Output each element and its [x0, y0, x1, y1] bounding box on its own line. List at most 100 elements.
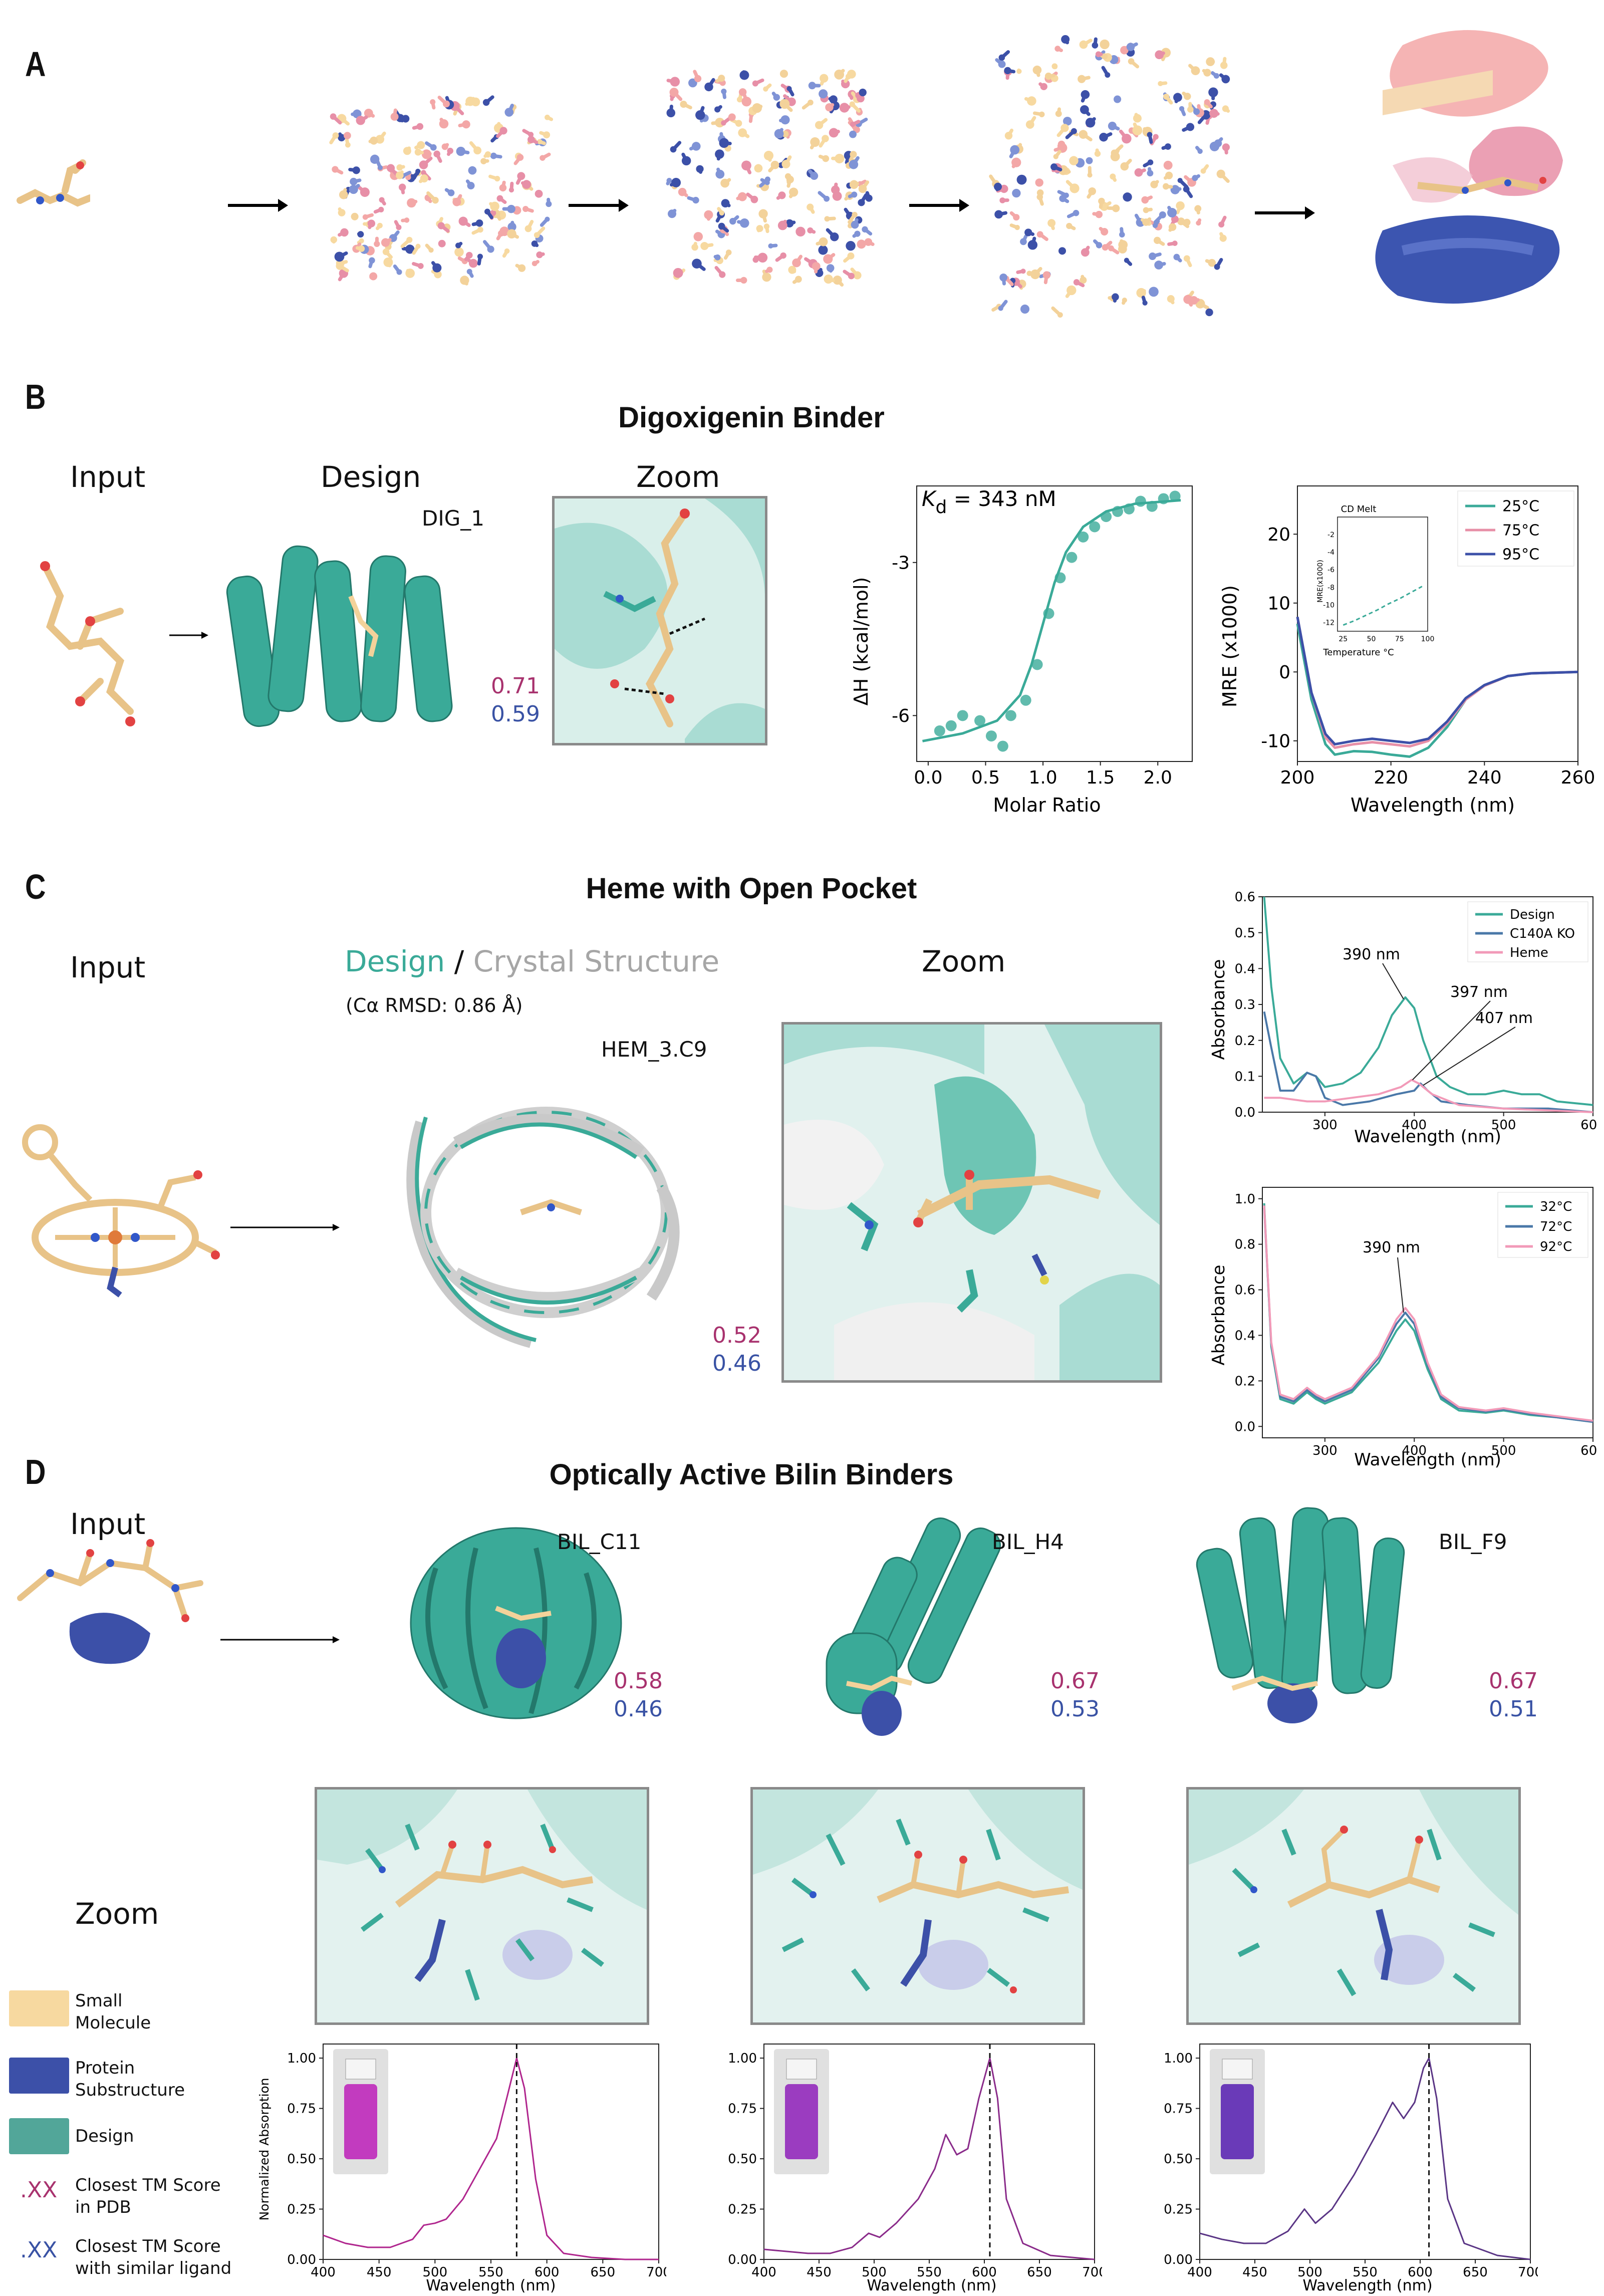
residue-fragment [849, 101, 861, 113]
y-tick-label: 0.0 [1235, 1105, 1255, 1120]
residue-fragment [687, 196, 699, 204]
residue-fragment [1053, 150, 1061, 159]
legend-swatch-design [9, 2118, 69, 2154]
residue-fragment [1066, 209, 1080, 218]
residue-fragment [1087, 187, 1097, 199]
panel-b-title: Digoxigenin Binder [618, 401, 885, 434]
inset-x-tick-label: 100 [1421, 635, 1435, 643]
residue-fragment [1030, 267, 1042, 280]
x-tick-label: 300 [1312, 1118, 1338, 1133]
residue-fragment [414, 148, 424, 156]
x-tick-label: 2.0 [1144, 768, 1172, 788]
bil-c11-design-structure [410, 1527, 622, 1719]
residue-fragment [1085, 117, 1096, 128]
inset-y-tick-label: -10 [1323, 601, 1334, 609]
input-label-d: Input [70, 1507, 146, 1541]
residue-fragment [818, 191, 830, 202]
legend-marker-pdb: .XX [20, 2177, 58, 2203]
legend-label-ligand: Closest TM Score with similar ligand [75, 2236, 232, 2278]
residue-fragment [355, 245, 365, 252]
legend-label-protein-substructure: Protein Substructure [75, 2058, 185, 2100]
residue-fragment [1202, 69, 1211, 77]
residue-fragment [504, 103, 514, 117]
residue-fragment [669, 88, 683, 101]
residue-fragment [368, 257, 375, 269]
panel-label-c: C [25, 867, 46, 906]
residue-fragment [1086, 157, 1093, 164]
residue-fragment [1222, 105, 1230, 113]
residue-fragment [502, 248, 510, 258]
tm-scores-f9: 0.67 0.51 [1489, 1667, 1538, 1723]
x-tick-label: 700 [1518, 2265, 1538, 2280]
residue-fragment [1020, 304, 1030, 314]
x-tick-label: 600 [1580, 1443, 1598, 1458]
cd-inset-ylabel: MRE(x1000) [1316, 560, 1324, 603]
residue-fragment [357, 238, 364, 244]
x-tick-label: 400 [1402, 1443, 1427, 1458]
residue-fragment [1147, 167, 1154, 177]
residue-fragment [1208, 87, 1218, 101]
residue-fragment [1073, 279, 1085, 288]
x-tick-label: 1.0 [1028, 768, 1057, 788]
residue-fragment [455, 241, 463, 248]
residue-fragment [356, 115, 368, 125]
tm-scores-c: 0.52 0.46 [712, 1322, 761, 1378]
residue-fragment [357, 185, 370, 197]
residue-fragment [1112, 293, 1119, 303]
residue-fragment [765, 267, 773, 273]
residue-fragment [994, 182, 1002, 191]
residue-fragment [531, 240, 539, 247]
residue-fragment [1183, 255, 1192, 268]
residue-fragment [998, 50, 1010, 61]
residue-fragment [857, 239, 866, 249]
residue-fragment [1065, 180, 1080, 193]
residue-fragment [446, 147, 454, 156]
residue-fragment [696, 165, 704, 174]
residue-fragment [1205, 259, 1216, 267]
x-tick-label: 450 [1242, 2265, 1267, 2280]
residue-fragment [364, 108, 375, 118]
residue-fragment [1182, 123, 1195, 132]
residue-fragment [1055, 107, 1062, 117]
residue-fragment [736, 192, 747, 201]
residue-fragment [1196, 218, 1202, 226]
residue-fragment [390, 108, 399, 121]
residue-fragment [1102, 240, 1113, 251]
residue-fragment [1163, 171, 1173, 180]
residue-fragment [379, 197, 386, 206]
residue-fragment [714, 266, 726, 278]
residue-fragment [480, 158, 489, 164]
residue-fragment [1219, 73, 1230, 84]
residue-fragment [1133, 113, 1142, 123]
input-label-c: Input [70, 950, 146, 984]
zoom-box-b [552, 496, 767, 745]
bil-f9-design-structure [1196, 1507, 1405, 1723]
residue-fragment [774, 128, 784, 139]
residue-fragment [792, 254, 803, 268]
residue-fragment [864, 238, 875, 246]
residue-fragment [808, 82, 821, 90]
residue-fragment [785, 219, 796, 227]
y-tick-label: 0.6 [1235, 892, 1255, 905]
y-tick-label: 20 [1267, 525, 1290, 545]
slash: / [445, 944, 473, 978]
inset-x-tick-label: 50 [1367, 635, 1376, 643]
residue-fragment [666, 77, 680, 87]
residue-fragment [1168, 223, 1177, 232]
residue-fragment [1061, 35, 1070, 45]
arrow-icon [909, 199, 969, 212]
residue-fragment [715, 167, 725, 179]
annotation-arrow [1412, 1000, 1491, 1081]
residue-fragment [812, 262, 821, 274]
residue-fragment [1036, 231, 1048, 241]
zoom-label-d: Zoom [75, 1897, 159, 1931]
plot-frame [1262, 1187, 1593, 1438]
tm-score-pdb: 0.67 [1050, 1668, 1100, 1694]
x-tick-label: 400 [751, 2265, 776, 2280]
residue-fragment [531, 260, 540, 267]
residue-fragment [433, 150, 442, 163]
residue-fragment [741, 160, 752, 174]
residue-fragment [737, 218, 749, 228]
residue-fragment [721, 88, 727, 99]
residue-fragment [1065, 285, 1077, 298]
